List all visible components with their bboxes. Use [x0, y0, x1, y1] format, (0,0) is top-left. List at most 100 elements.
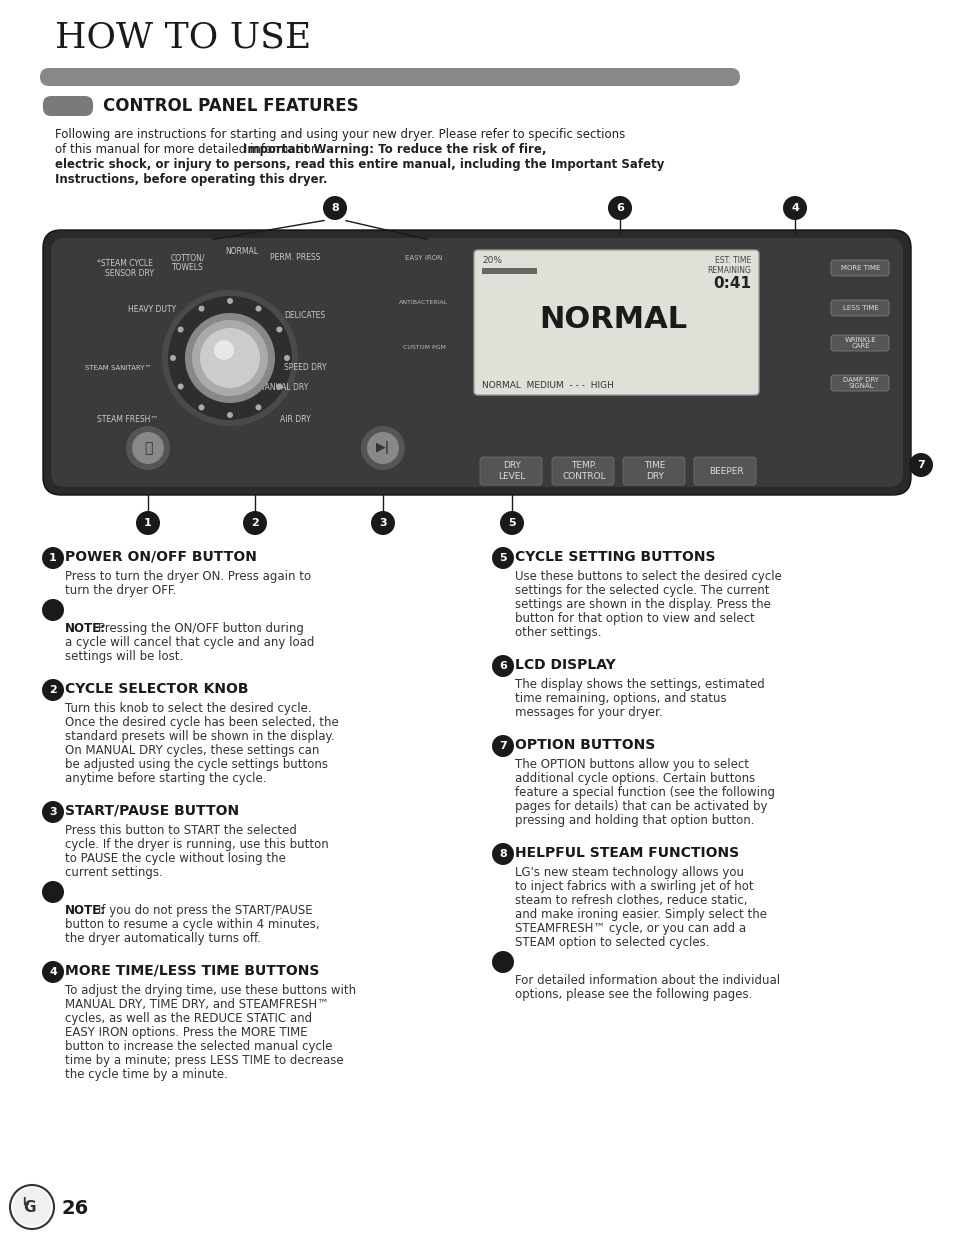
Text: Instructions, before operating this dryer.: Instructions, before operating this drye… [55, 173, 327, 186]
Circle shape [13, 1188, 51, 1226]
Text: settings for the selected cycle. The current: settings for the selected cycle. The cur… [515, 584, 769, 597]
Circle shape [42, 881, 64, 903]
FancyBboxPatch shape [40, 68, 740, 86]
Text: On MANUAL DRY cycles, these settings can: On MANUAL DRY cycles, these settings can [65, 743, 319, 757]
Circle shape [168, 296, 292, 420]
FancyBboxPatch shape [622, 457, 684, 485]
Text: 5: 5 [508, 517, 516, 529]
Text: MANUAL DRY, TIME DRY, and STEAMFRESH™: MANUAL DRY, TIME DRY, and STEAMFRESH™ [65, 998, 329, 1011]
Circle shape [371, 511, 395, 535]
Text: anytime before starting the cycle.: anytime before starting the cycle. [65, 772, 266, 785]
Text: electric shock, or injury to persons, read this entire manual, including the Imp: electric shock, or injury to persons, re… [55, 158, 663, 170]
Circle shape [360, 426, 405, 471]
Text: STEAMFRESH™ cycle, or you can add a: STEAMFRESH™ cycle, or you can add a [515, 923, 745, 935]
Text: button for that option to view and select: button for that option to view and selec… [515, 613, 754, 625]
Circle shape [607, 196, 631, 220]
Text: Turn this knob to select the desired cycle.: Turn this knob to select the desired cyc… [65, 701, 312, 715]
Text: 3: 3 [50, 806, 57, 818]
FancyBboxPatch shape [474, 249, 759, 395]
Text: 1: 1 [144, 517, 152, 529]
Text: 4: 4 [790, 203, 798, 212]
Text: HEAVY DUTY: HEAVY DUTY [128, 305, 176, 315]
FancyBboxPatch shape [830, 375, 888, 391]
Circle shape [492, 735, 514, 757]
FancyBboxPatch shape [51, 238, 902, 487]
Text: NOTE:: NOTE: [65, 622, 106, 635]
Circle shape [227, 298, 233, 304]
Text: PERM. PRESS: PERM. PRESS [270, 253, 320, 263]
Text: POWER ON/OFF BUTTON: POWER ON/OFF BUTTON [65, 550, 256, 564]
Circle shape [42, 547, 64, 569]
Text: MANUAL DRY: MANUAL DRY [257, 384, 308, 393]
Text: NORMAL: NORMAL [538, 305, 686, 333]
Text: 7: 7 [916, 459, 923, 471]
Text: EASY IRON options. Press the MORE TIME: EASY IRON options. Press the MORE TIME [65, 1026, 307, 1039]
Circle shape [284, 354, 290, 361]
Circle shape [243, 511, 267, 535]
Text: pages for details) that can be activated by: pages for details) that can be activated… [515, 800, 767, 813]
Circle shape [177, 384, 183, 389]
Text: WRINKLE
CARE: WRINKLE CARE [844, 336, 876, 350]
Text: SENSOR DRY: SENSOR DRY [106, 269, 154, 279]
Circle shape [126, 426, 170, 471]
Circle shape [276, 326, 282, 332]
Text: BEEPER: BEEPER [708, 467, 742, 475]
Text: to inject fabrics with a swirling jet of hot: to inject fabrics with a swirling jet of… [515, 881, 753, 893]
FancyBboxPatch shape [552, 457, 614, 485]
Text: be adjusted using the cycle settings buttons: be adjusted using the cycle settings but… [65, 758, 328, 771]
Text: NOTE:: NOTE: [65, 904, 106, 918]
Text: the dryer automatically turns off.: the dryer automatically turns off. [65, 932, 261, 945]
Circle shape [227, 412, 233, 417]
Text: TIME
DRY: TIME DRY [643, 462, 665, 480]
FancyBboxPatch shape [693, 457, 755, 485]
Text: 5: 5 [498, 553, 506, 563]
Text: CUSTOM PGM: CUSTOM PGM [402, 345, 445, 350]
Text: Press to turn the dryer ON. Press again to: Press to turn the dryer ON. Press again … [65, 571, 311, 583]
Circle shape [492, 844, 514, 864]
Text: CYCLE SETTING BUTTONS: CYCLE SETTING BUTTONS [515, 550, 715, 564]
Circle shape [198, 305, 204, 311]
FancyBboxPatch shape [479, 457, 541, 485]
Text: DELICATES: DELICATES [284, 311, 325, 321]
Text: 2: 2 [251, 517, 258, 529]
Text: the cycle time by a minute.: the cycle time by a minute. [65, 1068, 228, 1081]
Circle shape [192, 320, 268, 396]
Text: TEMP.
CONTROL: TEMP. CONTROL [561, 462, 605, 480]
Text: Use these buttons to select the desired cycle: Use these buttons to select the desired … [515, 571, 781, 583]
Text: Pressing the ON/OFF button during: Pressing the ON/OFF button during [98, 622, 304, 635]
Circle shape [908, 453, 932, 477]
Circle shape [170, 354, 175, 361]
Text: To adjust the drying time, use these buttons with: To adjust the drying time, use these but… [65, 984, 355, 997]
Text: COTTON/: COTTON/ [171, 253, 205, 263]
Text: time remaining, options, and status: time remaining, options, and status [515, 692, 726, 705]
Text: 6: 6 [616, 203, 623, 212]
Circle shape [276, 384, 282, 389]
FancyBboxPatch shape [830, 335, 888, 351]
Text: REMAINING: REMAINING [706, 266, 750, 275]
Text: DRY
LEVEL: DRY LEVEL [497, 462, 525, 480]
Text: START/PAUSE BUTTON: START/PAUSE BUTTON [65, 804, 239, 818]
Text: 4: 4 [49, 967, 57, 977]
Circle shape [492, 951, 514, 973]
Text: Following are instructions for starting and using your new dryer. Please refer t: Following are instructions for starting … [55, 128, 624, 141]
Text: LCD DISPLAY: LCD DISPLAY [515, 658, 615, 672]
Text: settings will be lost.: settings will be lost. [65, 650, 183, 663]
Text: CONTROL PANEL FEATURES: CONTROL PANEL FEATURES [103, 98, 358, 115]
Text: The display shows the settings, estimated: The display shows the settings, estimate… [515, 678, 764, 692]
FancyBboxPatch shape [43, 230, 910, 495]
Text: ANTIBACTERIAL: ANTIBACTERIAL [399, 300, 448, 305]
Text: to PAUSE the cycle without losing the: to PAUSE the cycle without losing the [65, 852, 286, 864]
Text: L: L [22, 1197, 28, 1207]
Text: 20%: 20% [481, 256, 501, 266]
Circle shape [213, 340, 233, 359]
Circle shape [42, 599, 64, 621]
Text: STEAM SANITARY™: STEAM SANITARY™ [85, 366, 152, 370]
Text: steam to refresh clothes, reduce static,: steam to refresh clothes, reduce static, [515, 894, 747, 906]
Text: HOW TO USE: HOW TO USE [55, 20, 311, 54]
FancyBboxPatch shape [830, 300, 888, 316]
FancyBboxPatch shape [43, 96, 92, 116]
Circle shape [367, 432, 398, 464]
Text: G: G [24, 1200, 36, 1215]
Circle shape [185, 312, 274, 403]
Text: *STEAM CYCLE: *STEAM CYCLE [97, 258, 152, 268]
